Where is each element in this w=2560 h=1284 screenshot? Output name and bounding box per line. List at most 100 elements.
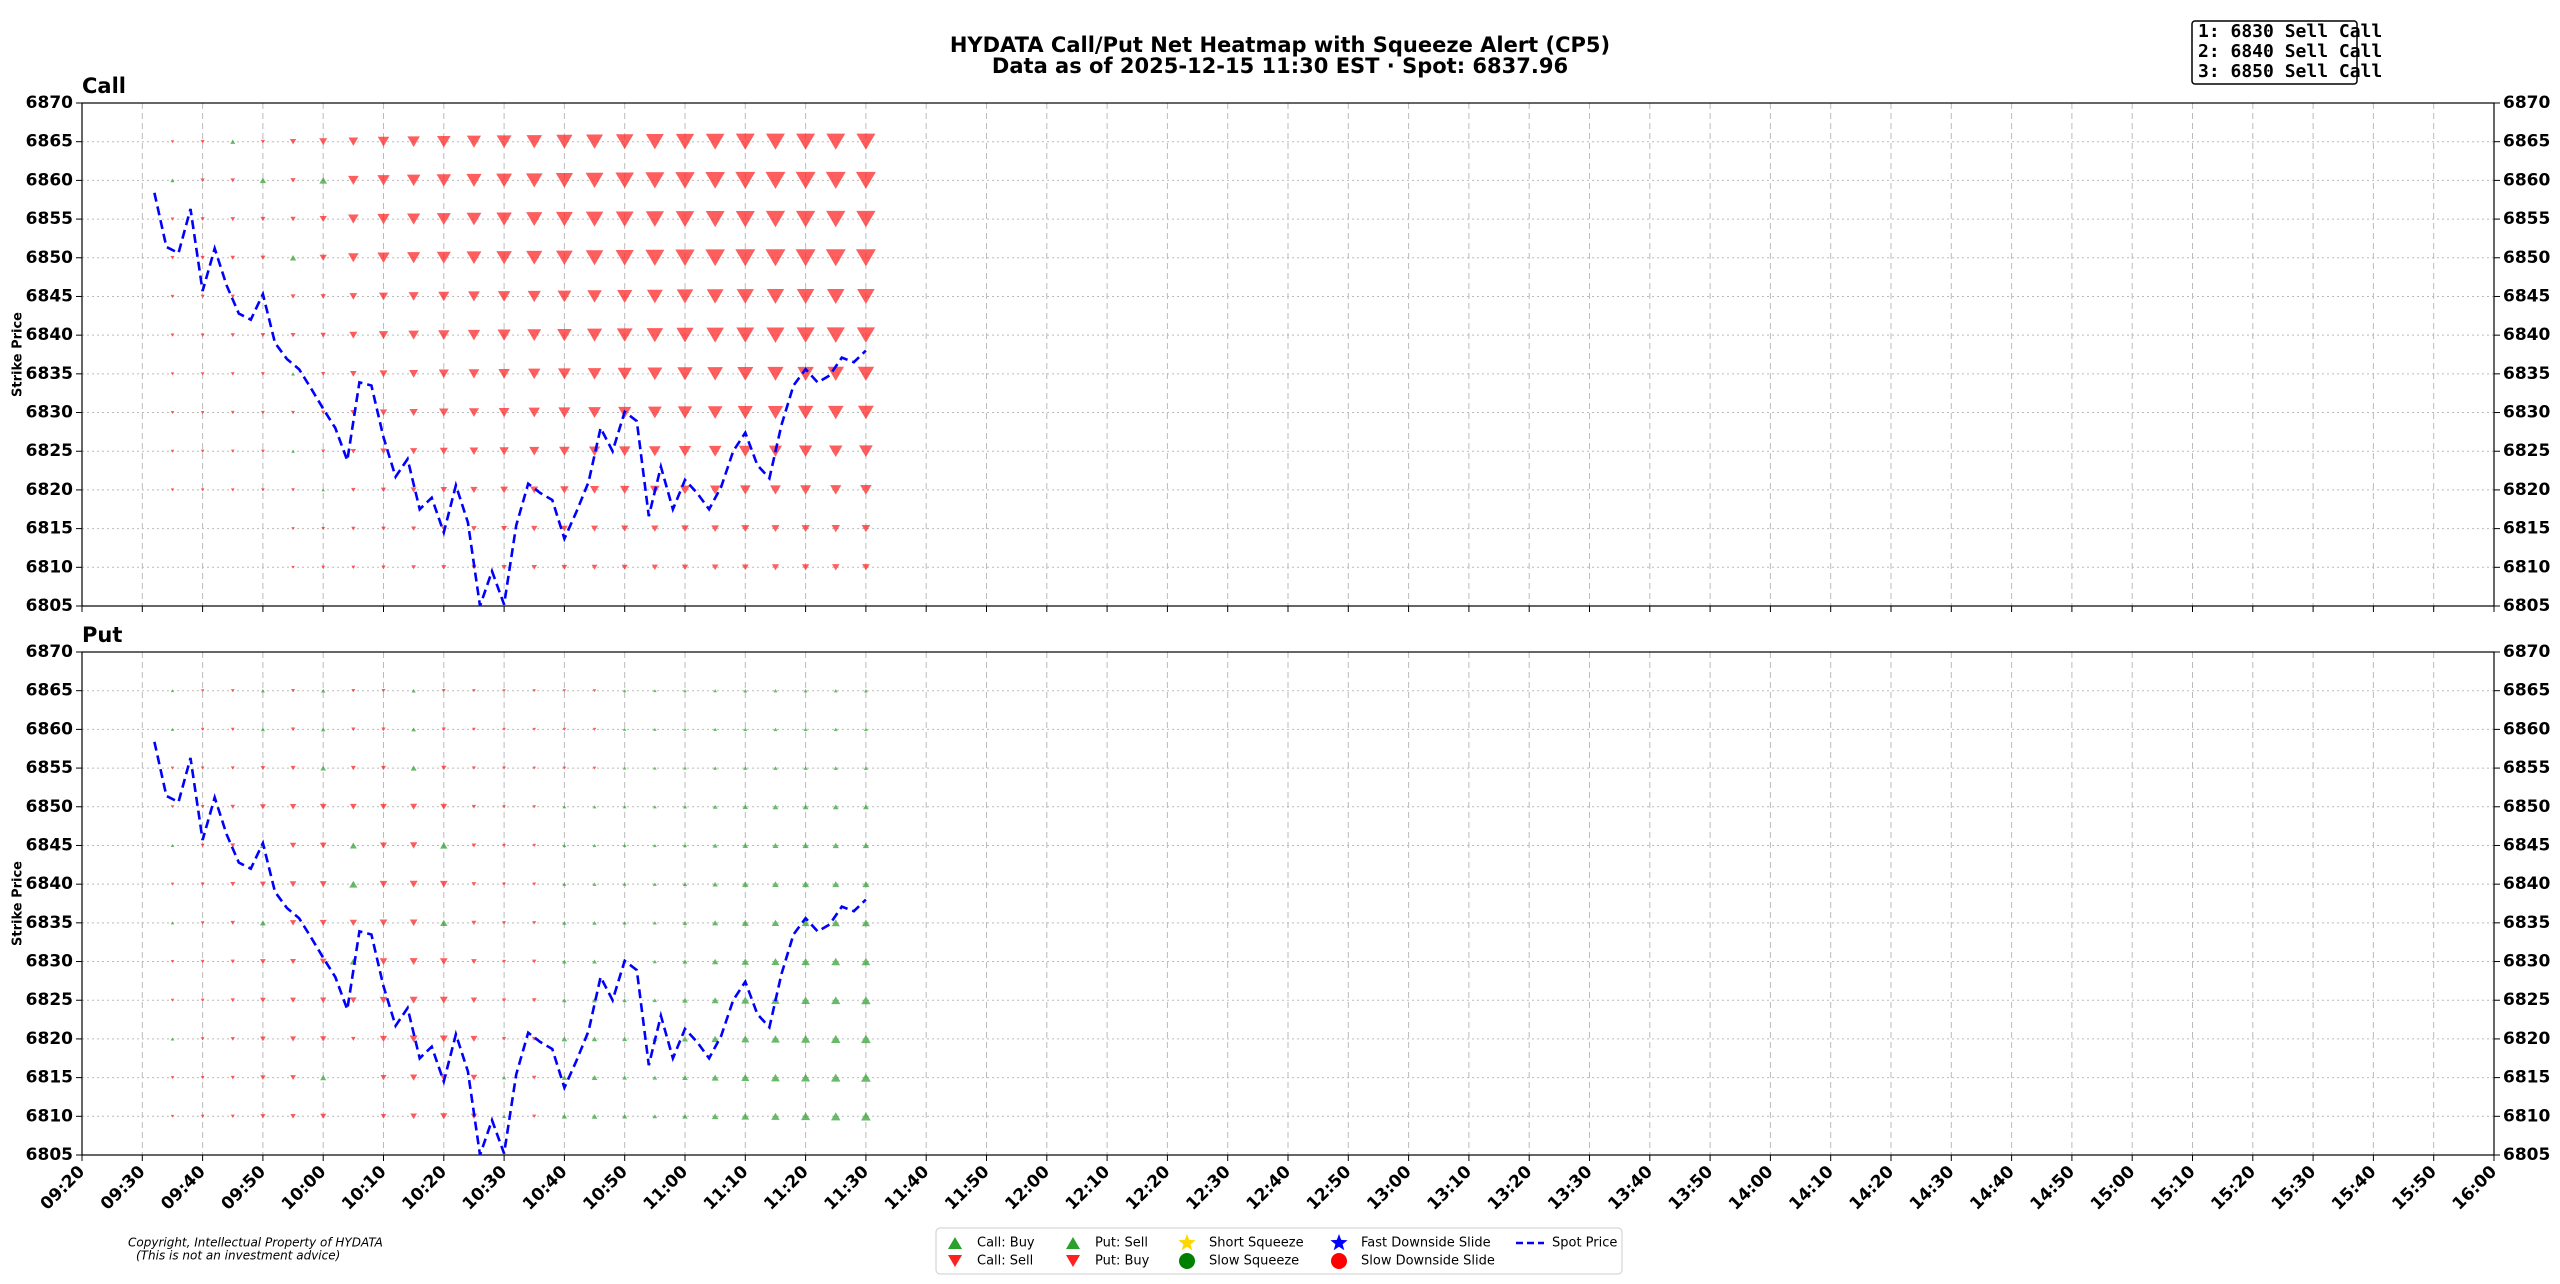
net-marker	[591, 1113, 598, 1119]
net-marker	[348, 137, 359, 146]
net-marker	[502, 921, 507, 925]
net-marker	[170, 960, 175, 964]
net-marker	[531, 564, 538, 570]
net-marker	[501, 1037, 507, 1041]
y-tick-label: 6855	[26, 758, 73, 778]
x-tick-label: 12:40	[1243, 1162, 1296, 1215]
net-marker	[319, 254, 327, 261]
legend-marker	[948, 1255, 962, 1267]
net-marker	[170, 333, 175, 337]
net-marker	[170, 766, 175, 770]
net-marker	[291, 527, 295, 531]
net-marker	[712, 920, 719, 926]
net-marker	[651, 564, 658, 570]
net-marker	[586, 134, 604, 149]
net-marker	[622, 727, 627, 731]
y-tick-label: 6825	[26, 990, 73, 1010]
net-marker	[170, 1037, 175, 1041]
net-marker	[622, 689, 627, 693]
chart-subtitle: Data as of 2025-12-15 11:30 EST · Spot: …	[992, 54, 1568, 78]
net-marker	[380, 765, 387, 771]
net-marker	[349, 293, 358, 300]
y-tick-label: 6820	[2503, 480, 2550, 500]
x-tick-label: 11:30	[821, 1162, 874, 1215]
net-marker	[349, 370, 357, 377]
net-marker	[440, 919, 448, 926]
net-marker	[440, 842, 448, 849]
net-marker	[441, 727, 446, 732]
net-marker	[683, 766, 687, 770]
net-marker	[736, 327, 755, 343]
net-marker	[797, 405, 814, 420]
net-marker	[439, 880, 448, 888]
net-marker	[379, 958, 388, 965]
net-marker	[289, 255, 297, 261]
net-marker	[321, 449, 326, 453]
net-marker	[796, 288, 815, 304]
net-marker	[409, 408, 418, 417]
net-marker	[409, 1035, 418, 1043]
net-marker	[260, 997, 266, 1003]
y-tick-label: 6805	[2503, 596, 2550, 616]
net-marker	[681, 1036, 689, 1042]
y-tick-label: 6845	[26, 835, 73, 855]
net-marker	[230, 843, 236, 848]
x-tick-label: 14:20	[1846, 1162, 1899, 1215]
net-marker	[319, 138, 328, 146]
net-marker	[200, 449, 205, 453]
net-marker	[349, 803, 357, 810]
net-marker	[765, 133, 785, 150]
y-tick-label: 6820	[26, 1029, 73, 1049]
y-tick-label: 6870	[26, 93, 73, 113]
net-marker	[290, 1075, 296, 1081]
alert: 2: 6840 Sell Call	[2198, 41, 2382, 62]
net-marker	[470, 1035, 478, 1042]
net-marker	[862, 842, 870, 849]
net-marker	[741, 564, 749, 571]
net-marker	[591, 564, 598, 570]
copyright: Copyright, Intellectual Property of HYDA…	[128, 1236, 383, 1250]
net-marker	[230, 1114, 235, 1119]
net-marker	[771, 564, 779, 571]
net-marker	[560, 486, 569, 494]
net-marker	[682, 805, 688, 809]
net-marker	[831, 1034, 841, 1043]
net-marker	[409, 919, 418, 927]
net-marker	[741, 996, 750, 1004]
x-tick-label: 14:10	[1785, 1162, 1838, 1215]
net-marker	[289, 138, 297, 145]
net-marker	[857, 288, 875, 304]
y-tick-label: 6810	[2503, 1106, 2550, 1126]
x-tick-label: 10:50	[579, 1162, 632, 1215]
net-marker	[861, 1034, 871, 1044]
legend-marker	[1179, 1253, 1195, 1269]
x-tick-label: 09:50	[218, 1162, 271, 1215]
net-marker	[653, 766, 657, 770]
net-marker	[619, 485, 630, 494]
plot-frame	[81, 102, 2495, 607]
net-marker	[796, 133, 816, 150]
net-marker	[622, 1114, 628, 1119]
net-marker	[562, 843, 567, 848]
net-marker	[531, 525, 538, 532]
net-marker	[170, 921, 175, 925]
net-marker	[647, 367, 663, 381]
net-marker	[501, 998, 507, 1003]
net-marker	[833, 766, 838, 770]
net-marker	[679, 485, 691, 495]
net-marker	[771, 1035, 780, 1043]
net-marker	[562, 689, 567, 693]
net-marker	[707, 406, 723, 419]
net-marker	[711, 1113, 719, 1120]
legend-label: Spot Price	[1552, 1236, 1617, 1251]
net-marker	[645, 134, 664, 150]
alert: 3: 6850 Sell Call	[2198, 61, 2382, 82]
net-marker	[743, 727, 748, 732]
x-tick-label: 15:10	[2147, 1162, 2200, 1215]
net-marker	[200, 1076, 205, 1080]
net-marker	[772, 804, 779, 810]
net-marker	[682, 843, 688, 848]
net-marker	[587, 290, 602, 303]
net-marker	[351, 688, 356, 693]
net-marker	[378, 331, 389, 340]
